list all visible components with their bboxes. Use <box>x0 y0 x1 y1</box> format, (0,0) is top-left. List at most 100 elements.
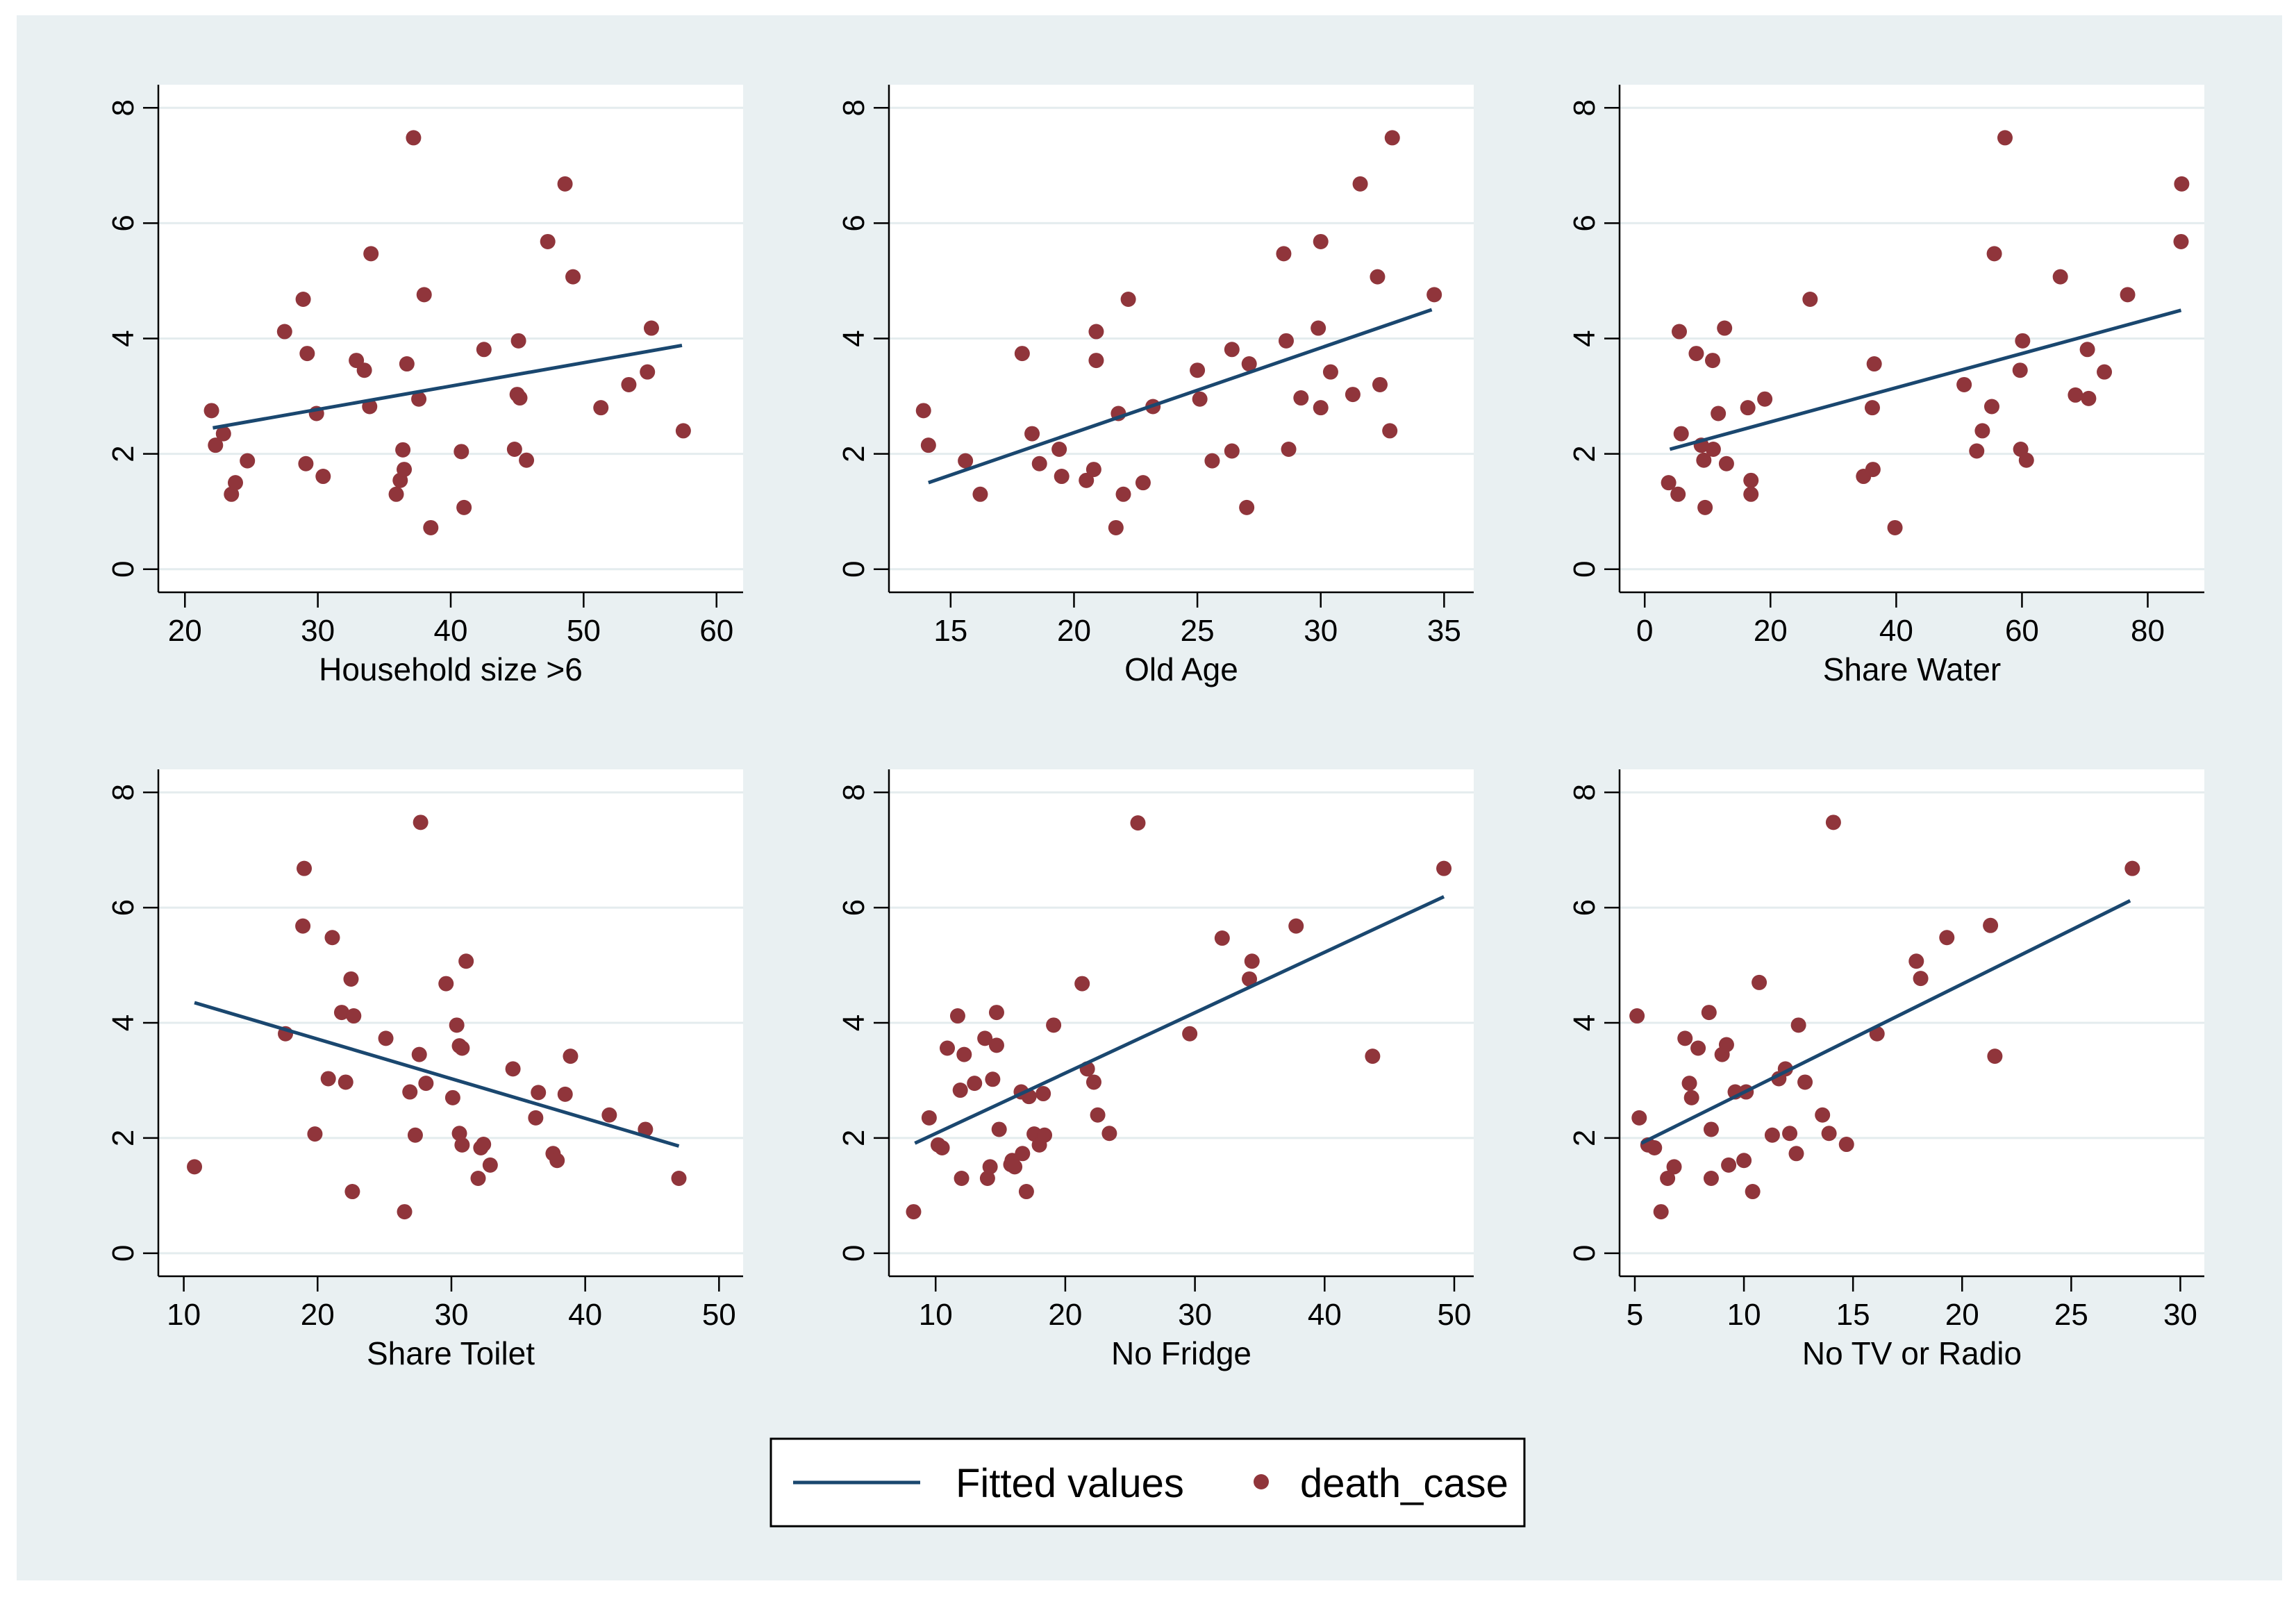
death-case-point <box>397 462 413 478</box>
x-tick-label: 25 <box>1181 614 1215 648</box>
death-case-point <box>512 390 528 406</box>
death-case-point <box>982 1159 998 1175</box>
death-case-point <box>1242 971 1258 987</box>
death-case-point <box>2173 233 2189 249</box>
death-case-point <box>298 456 314 471</box>
death-case-point <box>1190 362 1206 378</box>
death-case-point <box>985 1071 1001 1087</box>
death-case-point <box>1088 353 1104 369</box>
death-case-point <box>1865 462 1881 478</box>
x-axis-title: Share Water <box>1823 651 2002 687</box>
death-case-point <box>940 1040 956 1056</box>
y-tick-label: 2 <box>1567 1130 1602 1146</box>
x-tick-label: 20 <box>1057 614 1091 648</box>
death-case-point <box>1278 333 1294 349</box>
death-case-point <box>2015 333 2031 349</box>
fitted-line <box>213 344 683 430</box>
death-case-point <box>2124 860 2140 876</box>
death-case-point <box>1701 1005 1717 1021</box>
x-tick-label: 15 <box>933 614 967 648</box>
death-case-point <box>1681 1076 1697 1092</box>
x-tick-label: 40 <box>434 614 468 648</box>
death-case-point <box>958 453 974 469</box>
death-case-point <box>1365 1049 1381 1064</box>
death-case-point <box>967 1076 983 1092</box>
y-tick-label: 6 <box>837 215 871 231</box>
death-case-point <box>1647 1140 1663 1156</box>
death-case-point <box>1704 353 1720 369</box>
y-tick-label: 4 <box>106 1014 140 1031</box>
death-case-point <box>356 362 372 378</box>
death-case-point <box>565 269 581 285</box>
death-case-point <box>1677 1030 1693 1046</box>
death-case-point <box>378 1030 394 1046</box>
death-case-point <box>1670 486 1686 502</box>
death-case-point <box>1276 246 1292 262</box>
death-case-point <box>979 1170 995 1186</box>
death-case-point <box>1370 269 1386 285</box>
y-tick-label: 4 <box>837 1014 871 1031</box>
death-case-point <box>1983 399 1999 415</box>
death-case-point <box>1866 356 1882 372</box>
fitted-line <box>928 308 1433 485</box>
death-case-point <box>1673 426 1689 442</box>
death-case-point <box>1740 400 1756 416</box>
death-case-point <box>549 1153 565 1169</box>
death-case-point <box>1887 519 1903 535</box>
death-case-point <box>1015 1146 1031 1162</box>
death-case-point <box>1313 400 1329 416</box>
x-tick-label: 40 <box>568 1298 602 1332</box>
death-case-point <box>402 1084 418 1100</box>
death-case-point <box>423 519 439 535</box>
death-case-point <box>407 1127 423 1143</box>
y-tick-label: 0 <box>1567 1245 1602 1262</box>
death-case-point <box>1743 486 1759 502</box>
x-tick-label: 0 <box>1636 614 1653 648</box>
y-tick-label: 0 <box>837 561 871 578</box>
death-case-point <box>1790 1017 1806 1033</box>
death-case-point <box>1764 1127 1780 1143</box>
death-case-point <box>2052 269 2068 285</box>
y-tick-label: 2 <box>1567 445 1602 462</box>
death-case-point <box>482 1157 498 1173</box>
x-tick-label: 10 <box>919 1298 953 1332</box>
death-case-point <box>2120 287 2136 303</box>
death-case-point <box>1838 1137 1854 1153</box>
death-case-point <box>557 1086 573 1102</box>
death-case-point <box>343 971 359 987</box>
death-case-point <box>333 1005 349 1021</box>
death-case-point <box>675 423 691 439</box>
death-case-point <box>1688 346 1704 362</box>
death-case-point <box>1705 441 1721 457</box>
death-case-point <box>449 1017 465 1033</box>
death-case-point <box>601 1107 617 1123</box>
x-tick-label: 30 <box>1178 1298 1212 1332</box>
death-case-point <box>1120 292 1136 308</box>
death-case-point <box>1864 400 1880 416</box>
death-case-point <box>1345 387 1361 403</box>
death-case-point <box>1018 1184 1034 1200</box>
death-case-point <box>1046 1017 1062 1033</box>
death-case-point <box>952 1083 968 1098</box>
death-case-point <box>224 486 240 502</box>
death-case-point <box>1079 472 1095 488</box>
x-axis-title: Share Toilet <box>367 1335 535 1371</box>
death-case-point <box>640 364 656 380</box>
death-case-point <box>227 475 243 491</box>
y-tick-label: 4 <box>106 330 140 346</box>
death-case-point <box>1088 324 1104 340</box>
death-case-point <box>1697 499 1713 515</box>
death-case-point <box>638 1121 654 1137</box>
y-tick-label: 8 <box>106 784 140 801</box>
x-tick-label: 20 <box>1945 1298 1979 1332</box>
death-case-point <box>1313 233 1329 249</box>
death-case-point <box>1683 1089 1699 1105</box>
death-case-point <box>1745 1184 1761 1200</box>
death-case-point <box>1987 1049 2003 1064</box>
death-case-point <box>1672 324 1688 340</box>
y-tick-label: 8 <box>1567 99 1602 116</box>
x-tick-label: 5 <box>1627 1298 1643 1332</box>
y-tick-label: 0 <box>106 1245 140 1262</box>
scatter-panel-5: 0 2 4 6 8 10 20 30 40 50 No Fridge <box>837 769 1474 1371</box>
